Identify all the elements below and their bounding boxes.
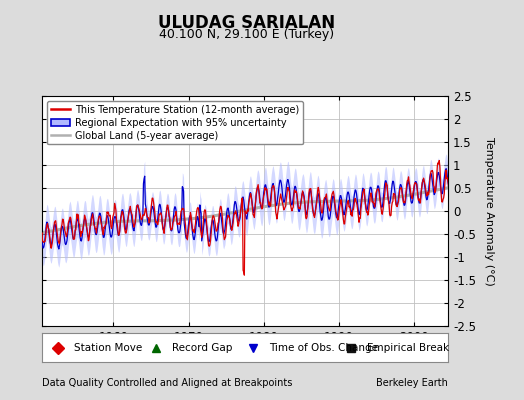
Text: 40.100 N, 29.100 E (Turkey): 40.100 N, 29.100 E (Turkey): [159, 28, 334, 41]
Legend: This Temperature Station (12-month average), Regional Expectation with 95% uncer: This Temperature Station (12-month avera…: [47, 101, 303, 144]
Text: Station Move: Station Move: [74, 342, 143, 353]
Text: Empirical Break: Empirical Break: [367, 342, 449, 353]
Text: Record Gap: Record Gap: [172, 342, 232, 353]
Y-axis label: Temperature Anomaly (°C): Temperature Anomaly (°C): [484, 137, 494, 285]
Text: Time of Obs. Change: Time of Obs. Change: [269, 342, 378, 353]
Text: Data Quality Controlled and Aligned at Breakpoints: Data Quality Controlled and Aligned at B…: [42, 378, 292, 388]
Text: Berkeley Earth: Berkeley Earth: [376, 378, 448, 388]
Text: ULUDAG SARIALAN: ULUDAG SARIALAN: [158, 14, 335, 32]
